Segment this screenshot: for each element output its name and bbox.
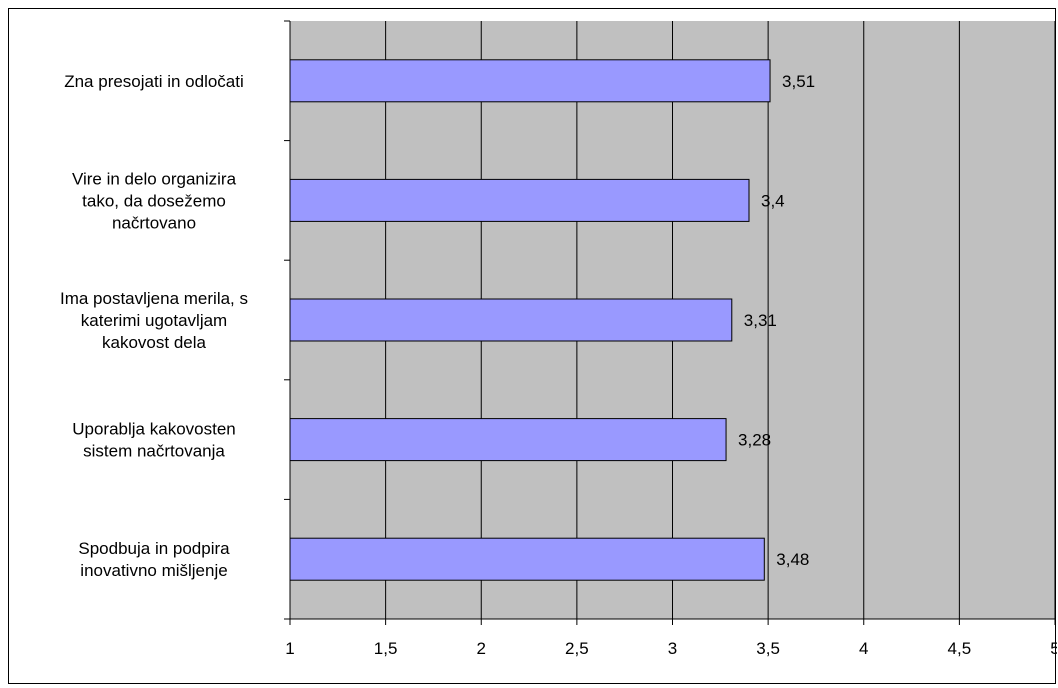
category-label-line: Uporablja kakovosten — [72, 420, 235, 439]
category-label: Vire in delo organizira tako, da dosežemo… — [72, 169, 237, 232]
category-label-line: Ima postavljena merila, s — [60, 289, 248, 308]
x-tick-label: 3,5 — [756, 639, 780, 658]
category-label-line: Zna presojati in odločati — [64, 72, 244, 91]
category-label: Zna presojati in odločati — [64, 72, 244, 91]
data-label: 3,31 — [744, 311, 777, 330]
category-label-line: Vire in delo organizira — [72, 169, 237, 188]
bar — [289, 537, 765, 581]
category-label-line: kakovost dela — [102, 333, 206, 352]
labels: 1 1,5 2 2,5 3 3,5 4 4,5 5 3,51 Zna presojati in od… — [60, 72, 1057, 658]
data-label: 3,4 — [761, 191, 785, 210]
category-label: Uporablja kakovosten sistem načrtovanja — [72, 420, 235, 461]
data-label: 3,51 — [782, 72, 815, 91]
x-tick-label: 2,5 — [565, 639, 589, 658]
bar — [289, 178, 750, 222]
category-label-line: inovativno mišljenje — [80, 561, 227, 580]
data-label: 3,48 — [776, 550, 809, 569]
bar — [289, 298, 733, 342]
category-label-line: katerimi ugotavljam — [81, 311, 227, 330]
x-tick-label: 5 — [1050, 639, 1057, 658]
category-label: Ima postavljena merila, s katerimi ugotav… — [60, 289, 248, 352]
bar — [289, 59, 771, 103]
category-label-line: tako, da dosežemo — [82, 191, 226, 210]
category-label-line: sistem načrtovanja — [83, 442, 225, 461]
x-tick-label: 1 — [285, 639, 294, 658]
chart-frame: 1 1,5 2 2,5 3 3,5 4 4,5 5 3,51 Zna presojati in od… — [8, 8, 1057, 684]
bar — [289, 418, 727, 462]
category-label: Spodbuja in podpira inovativno mišljenje — [78, 539, 230, 580]
axes — [284, 20, 1056, 625]
x-tick-label: 4 — [859, 639, 868, 658]
x-tick-label: 4,5 — [948, 639, 972, 658]
x-tick-label: 2 — [477, 639, 486, 658]
category-label-line: Spodbuja in podpira — [78, 539, 230, 558]
category-label-line: načrtovano — [112, 213, 196, 232]
data-label: 3,28 — [738, 431, 771, 450]
x-tick-label: 3 — [668, 639, 677, 658]
bar-chart: 1 1,5 2 2,5 3 3,5 4 4,5 5 3,51 Zna presojati in od… — [60, 20, 1057, 658]
x-tick-label: 1,5 — [374, 639, 398, 658]
